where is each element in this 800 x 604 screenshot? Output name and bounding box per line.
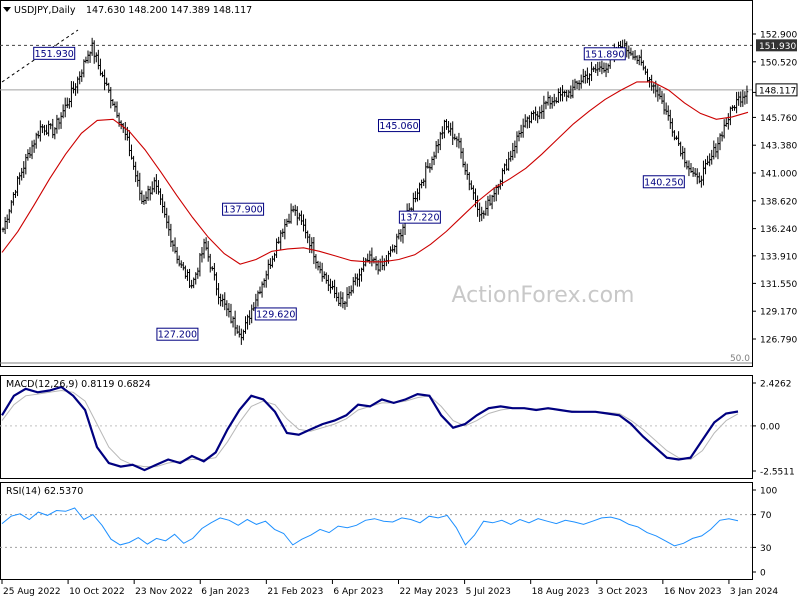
- resistance-price-tag: [756, 39, 797, 52]
- rsi-tick-label: 100: [760, 487, 777, 497]
- time-tick-label: 6 Apr 2023: [333, 587, 383, 597]
- rsi-panel-title: RSI(14) 62.5370: [6, 486, 83, 497]
- price-tick-label: 136.240: [760, 225, 797, 235]
- svg-text:151.890: 151.890: [585, 49, 624, 60]
- rsi-tick-label: 30: [760, 544, 772, 554]
- time-tick-label: 3 Jan 2024: [730, 587, 778, 597]
- price-tick-label: 150.520: [760, 58, 797, 68]
- macd-main-line: [1, 385, 739, 472]
- rsi-gridlines: [0, 514, 752, 548]
- svg-text:127.200: 127.200: [158, 330, 197, 341]
- price-bars: [1, 37, 749, 345]
- time-tick-label: 16 Nov 2023: [664, 587, 722, 597]
- price-annotation: 129.620: [254, 307, 297, 321]
- rsi-axis: 100 70 30 0: [752, 487, 777, 579]
- price-annotation: 127.200: [156, 327, 199, 341]
- price-tick-label: 131.550: [760, 280, 797, 290]
- macd-axis: 2.4262 0.00 -2.5511: [752, 380, 795, 478]
- price-tick-label: 126.790: [760, 336, 797, 346]
- svg-text:140.250: 140.250: [644, 177, 683, 188]
- price-annotation: 151.890: [583, 47, 626, 61]
- svg-text:151.930: 151.930: [35, 49, 74, 60]
- price-annotations: 151.930 151.890 145.060 137.900 137.220 129.6…: [33, 46, 685, 341]
- macd-tick-label: -2.5511: [760, 468, 795, 478]
- price-tick-label: 133.910: [760, 252, 797, 262]
- time-tick-label: 3 Oct 2023: [598, 587, 648, 597]
- rsi-tick-label: 0: [760, 569, 766, 579]
- price-tick-label: 143.380: [760, 142, 797, 152]
- price-annotation: 137.900: [222, 202, 265, 216]
- time-tick-label: 23 Nov 2022: [135, 587, 193, 597]
- rsi-tick-label: 70: [760, 511, 772, 521]
- resistance-price-tag-text: 151.930: [759, 42, 796, 52]
- time-tick-label: 6 Jan 2023: [201, 587, 249, 597]
- price-tick-label: 152.900: [760, 31, 797, 41]
- rsi-line: [1, 507, 739, 547]
- price-panel: [0, 0, 753, 367]
- ohlc-values: 147.630 148.200 147.389 148.117: [86, 5, 252, 16]
- price-annotation: 145.060: [377, 119, 420, 133]
- price-bar: [745, 85, 749, 104]
- svg-text:145.060: 145.060: [379, 121, 418, 132]
- time-tick-label: 25 Aug 2022: [3, 587, 61, 597]
- macd-tick-label: 2.4262: [760, 380, 792, 390]
- time-tick-label: 10 Oct 2022: [69, 587, 125, 597]
- time-axis: 25 Aug 2022 10 Oct 2022 23 Nov 2022 6 Jan 2…: [1, 580, 778, 597]
- price-tick-label: 138.620: [760, 197, 797, 207]
- time-tick-label: 22 May 2023: [400, 587, 459, 597]
- time-tick-label: 21 Feb 2023: [267, 587, 323, 597]
- chart-menu-arrow[interactable]: [3, 7, 11, 12]
- svg-text:137.900: 137.900: [223, 205, 262, 216]
- price-tick-label: 141.000: [760, 170, 797, 180]
- current-price-tag: [755, 83, 798, 97]
- fib-50-label: 50.0: [730, 354, 750, 364]
- price-tick-label: 145.760: [760, 114, 797, 124]
- moving-average-line: [1, 81, 749, 265]
- price-annotation: 151.930: [33, 46, 76, 60]
- price-annotation: 137.220: [398, 210, 441, 224]
- price-axis: 152.900150.520147.900145.760143.380141.0…: [752, 31, 798, 346]
- time-tick-label: 5 Jul 2023: [466, 587, 511, 597]
- current-price-tag-text: 148.117: [759, 86, 796, 96]
- price-panel-title: USDJPY,Daily: [14, 5, 76, 16]
- macd-tick-label: 0.00: [760, 422, 780, 432]
- price-watermark: ActionForex.com: [452, 283, 635, 308]
- price-tick-label: 129.170: [760, 308, 797, 318]
- time-tick-label: 18 Aug 2023: [532, 587, 590, 597]
- svg-text:137.220: 137.220: [400, 213, 439, 224]
- rsi-panel: [0, 482, 753, 580]
- svg-text:129.620: 129.620: [256, 309, 295, 320]
- macd-panel-title: MACD(12,26,9) 0.8119 0.6824: [6, 379, 151, 390]
- price-annotation: 140.250: [642, 175, 685, 189]
